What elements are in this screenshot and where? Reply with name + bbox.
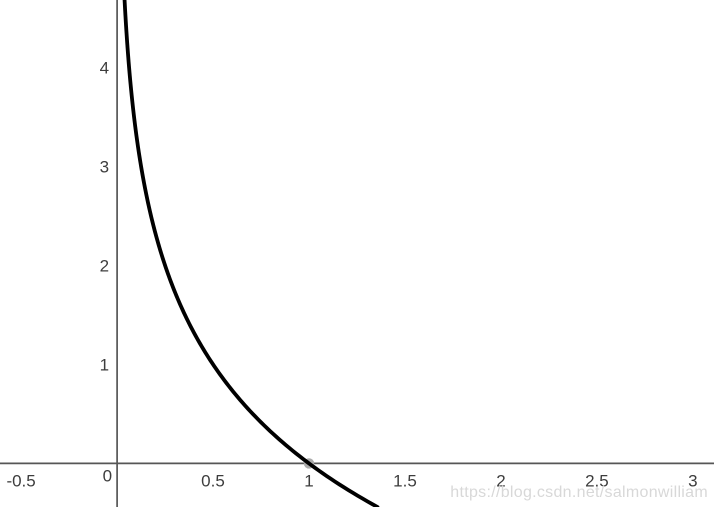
x-axis-tick-labels: -0.5 0.5 1 1.5 2 2.5 3 bbox=[6, 471, 697, 490]
y-tick-label: 3 bbox=[100, 157, 109, 176]
x-tick-label: 2.5 bbox=[585, 471, 609, 490]
x-tick-label: 0.5 bbox=[201, 471, 225, 490]
watermark-text: https://blog.csdn.net/salmonwilliam bbox=[450, 484, 708, 501]
y-axis-tick-labels: 1 2 3 4 bbox=[100, 58, 109, 374]
x-tick-label: -0.5 bbox=[6, 471, 35, 490]
x-tick-label: 2 bbox=[496, 471, 505, 490]
function-curve[interactable] bbox=[122, 0, 380, 507]
y-tick-label: 1 bbox=[100, 355, 109, 374]
x-tick-label: 1.5 bbox=[393, 471, 417, 490]
x-tick-label: 1 bbox=[304, 471, 313, 490]
origin-tick-label: 0 bbox=[103, 466, 112, 485]
y-tick-label: 2 bbox=[100, 256, 109, 275]
y-tick-label: 4 bbox=[100, 58, 109, 77]
x-tick-label: 3 bbox=[688, 471, 697, 490]
